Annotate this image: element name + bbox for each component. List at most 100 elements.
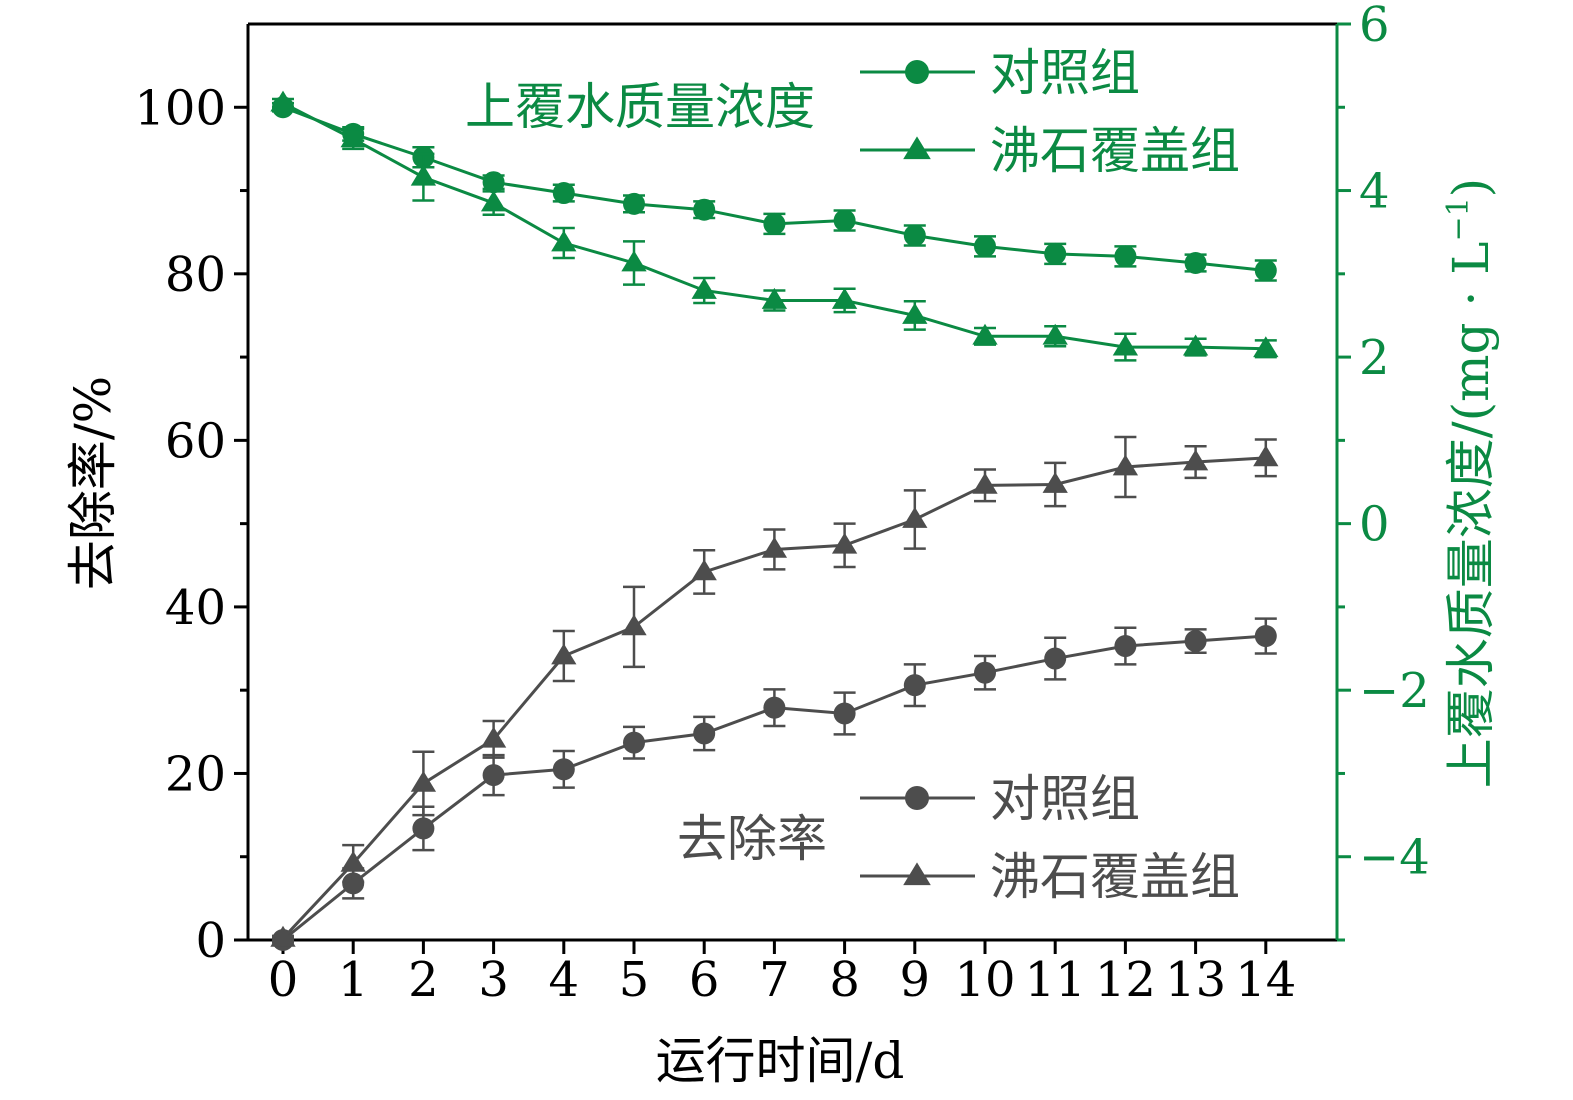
x-tick-label: 13 bbox=[1165, 952, 1226, 1008]
data-point-circle bbox=[412, 817, 435, 840]
legend-label: 沸石覆盖组 bbox=[990, 122, 1240, 180]
data-point-triangle bbox=[761, 536, 788, 558]
data-point-triangle bbox=[270, 90, 296, 112]
data-point-circle bbox=[763, 212, 786, 235]
right-y-axis-label: 上覆水质量浓度/(mg · L−1) bbox=[1441, 178, 1500, 788]
data-point-triangle bbox=[761, 287, 788, 309]
data-point-circle bbox=[1114, 245, 1137, 268]
series-removal-control bbox=[272, 617, 1277, 951]
right-y-tick-label: 4 bbox=[1359, 164, 1390, 220]
data-point-triangle bbox=[340, 850, 366, 872]
left-y-tick-label: 60 bbox=[165, 413, 226, 469]
series-concentration-zeolite bbox=[270, 90, 1279, 362]
series-removal-zeolite bbox=[270, 435, 1279, 947]
data-point-triangle bbox=[551, 643, 577, 665]
data-point-circle bbox=[1254, 259, 1277, 282]
left-y-tick-label: 0 bbox=[195, 913, 226, 969]
legend-entry: 对照组 bbox=[860, 770, 1140, 828]
data-point-triangle bbox=[410, 770, 437, 792]
x-tick-label: 2 bbox=[408, 952, 439, 1008]
x-tick-label: 11 bbox=[1025, 952, 1086, 1008]
data-point-circle bbox=[974, 661, 996, 684]
x-tick-label: 14 bbox=[1235, 952, 1296, 1008]
right-y-axis-label-close: ) bbox=[1442, 178, 1500, 198]
data-point-triangle bbox=[1182, 334, 1209, 356]
data-point-triangle bbox=[831, 287, 858, 309]
data-point-circle bbox=[1184, 630, 1207, 653]
data-point-triangle bbox=[340, 126, 366, 148]
data-point-circle bbox=[903, 674, 926, 697]
legend-marker-triangle bbox=[903, 136, 931, 160]
data-point-circle bbox=[833, 702, 856, 725]
data-point-circle bbox=[623, 731, 645, 754]
data-point-circle bbox=[482, 171, 505, 194]
data-point-circle bbox=[482, 764, 505, 787]
data-point-triangle bbox=[691, 559, 717, 581]
x-tick-label: 4 bbox=[549, 952, 580, 1008]
right-y-axis-label-main: 上覆水质量浓度/(mg · L bbox=[1442, 242, 1500, 789]
x-tick-label: 0 bbox=[268, 952, 299, 1008]
data-point-circle bbox=[1184, 251, 1207, 274]
data-point-triangle bbox=[1253, 336, 1279, 358]
left-y-tick-label: 100 bbox=[134, 80, 226, 136]
legend-entry: 沸石覆盖组 bbox=[860, 848, 1240, 906]
legend-marker-circle bbox=[905, 786, 929, 810]
data-point-circle bbox=[693, 722, 716, 745]
right-y-tick-label: 2 bbox=[1359, 330, 1390, 386]
data-point-circle bbox=[693, 198, 716, 221]
x-tick-label: 12 bbox=[1095, 952, 1156, 1008]
right-y-tick-label: −4 bbox=[1359, 830, 1430, 886]
legend-marker-triangle bbox=[903, 862, 931, 886]
right-y-tick-label: 0 bbox=[1359, 497, 1390, 553]
legend-label: 对照组 bbox=[990, 770, 1140, 828]
data-point-triangle bbox=[551, 230, 577, 252]
data-point-circle bbox=[1044, 242, 1067, 265]
data-point-triangle bbox=[1182, 449, 1209, 471]
data-point-triangle bbox=[902, 302, 928, 324]
data-point-circle bbox=[1114, 635, 1137, 658]
x-tick-label: 10 bbox=[954, 952, 1015, 1008]
data-point-circle bbox=[763, 696, 786, 719]
data-point-triangle bbox=[410, 164, 437, 186]
data-point-triangle bbox=[1042, 471, 1068, 493]
x-tick-label: 7 bbox=[759, 952, 790, 1008]
data-point-triangle bbox=[1042, 323, 1068, 345]
x-tick-label: 3 bbox=[478, 952, 509, 1008]
legend-title: 去除率 bbox=[677, 810, 827, 868]
data-point-circle bbox=[552, 182, 575, 205]
data-point-triangle bbox=[972, 323, 998, 345]
legend-title: 上覆水质量浓度 bbox=[465, 78, 815, 136]
x-tick-label: 6 bbox=[689, 952, 720, 1008]
x-tick-label: 5 bbox=[619, 952, 650, 1008]
left-y-tick-label: 40 bbox=[165, 580, 226, 636]
data-point-triangle bbox=[1253, 445, 1279, 467]
right-y-axis-label-sup: −1 bbox=[1441, 197, 1476, 241]
legend-label: 对照组 bbox=[990, 44, 1140, 102]
data-point-triangle bbox=[621, 614, 647, 636]
data-point-triangle bbox=[691, 277, 717, 299]
x-axis-label: 运行时间/d bbox=[656, 1032, 905, 1090]
series-layer bbox=[270, 90, 1279, 951]
legend-marker-circle bbox=[905, 60, 929, 84]
data-point-triangle bbox=[1112, 334, 1139, 356]
x-tick-label: 8 bbox=[829, 952, 860, 1008]
data-point-triangle bbox=[270, 925, 296, 947]
x-tick-label: 1 bbox=[338, 952, 369, 1008]
data-point-circle bbox=[903, 224, 926, 247]
data-point-circle bbox=[1044, 647, 1067, 670]
legend-entry: 对照组 bbox=[860, 44, 1140, 102]
data-point-triangle bbox=[902, 506, 928, 528]
data-point-circle bbox=[1254, 625, 1277, 648]
right-y-tick-label: −2 bbox=[1359, 663, 1430, 719]
left-y-tick-label: 80 bbox=[165, 247, 226, 303]
left-y-tick-label: 20 bbox=[165, 746, 226, 802]
data-point-circle bbox=[552, 758, 575, 781]
data-point-circle bbox=[623, 192, 645, 215]
legend-entry: 沸石覆盖组 bbox=[860, 122, 1240, 180]
data-point-triangle bbox=[480, 190, 507, 212]
